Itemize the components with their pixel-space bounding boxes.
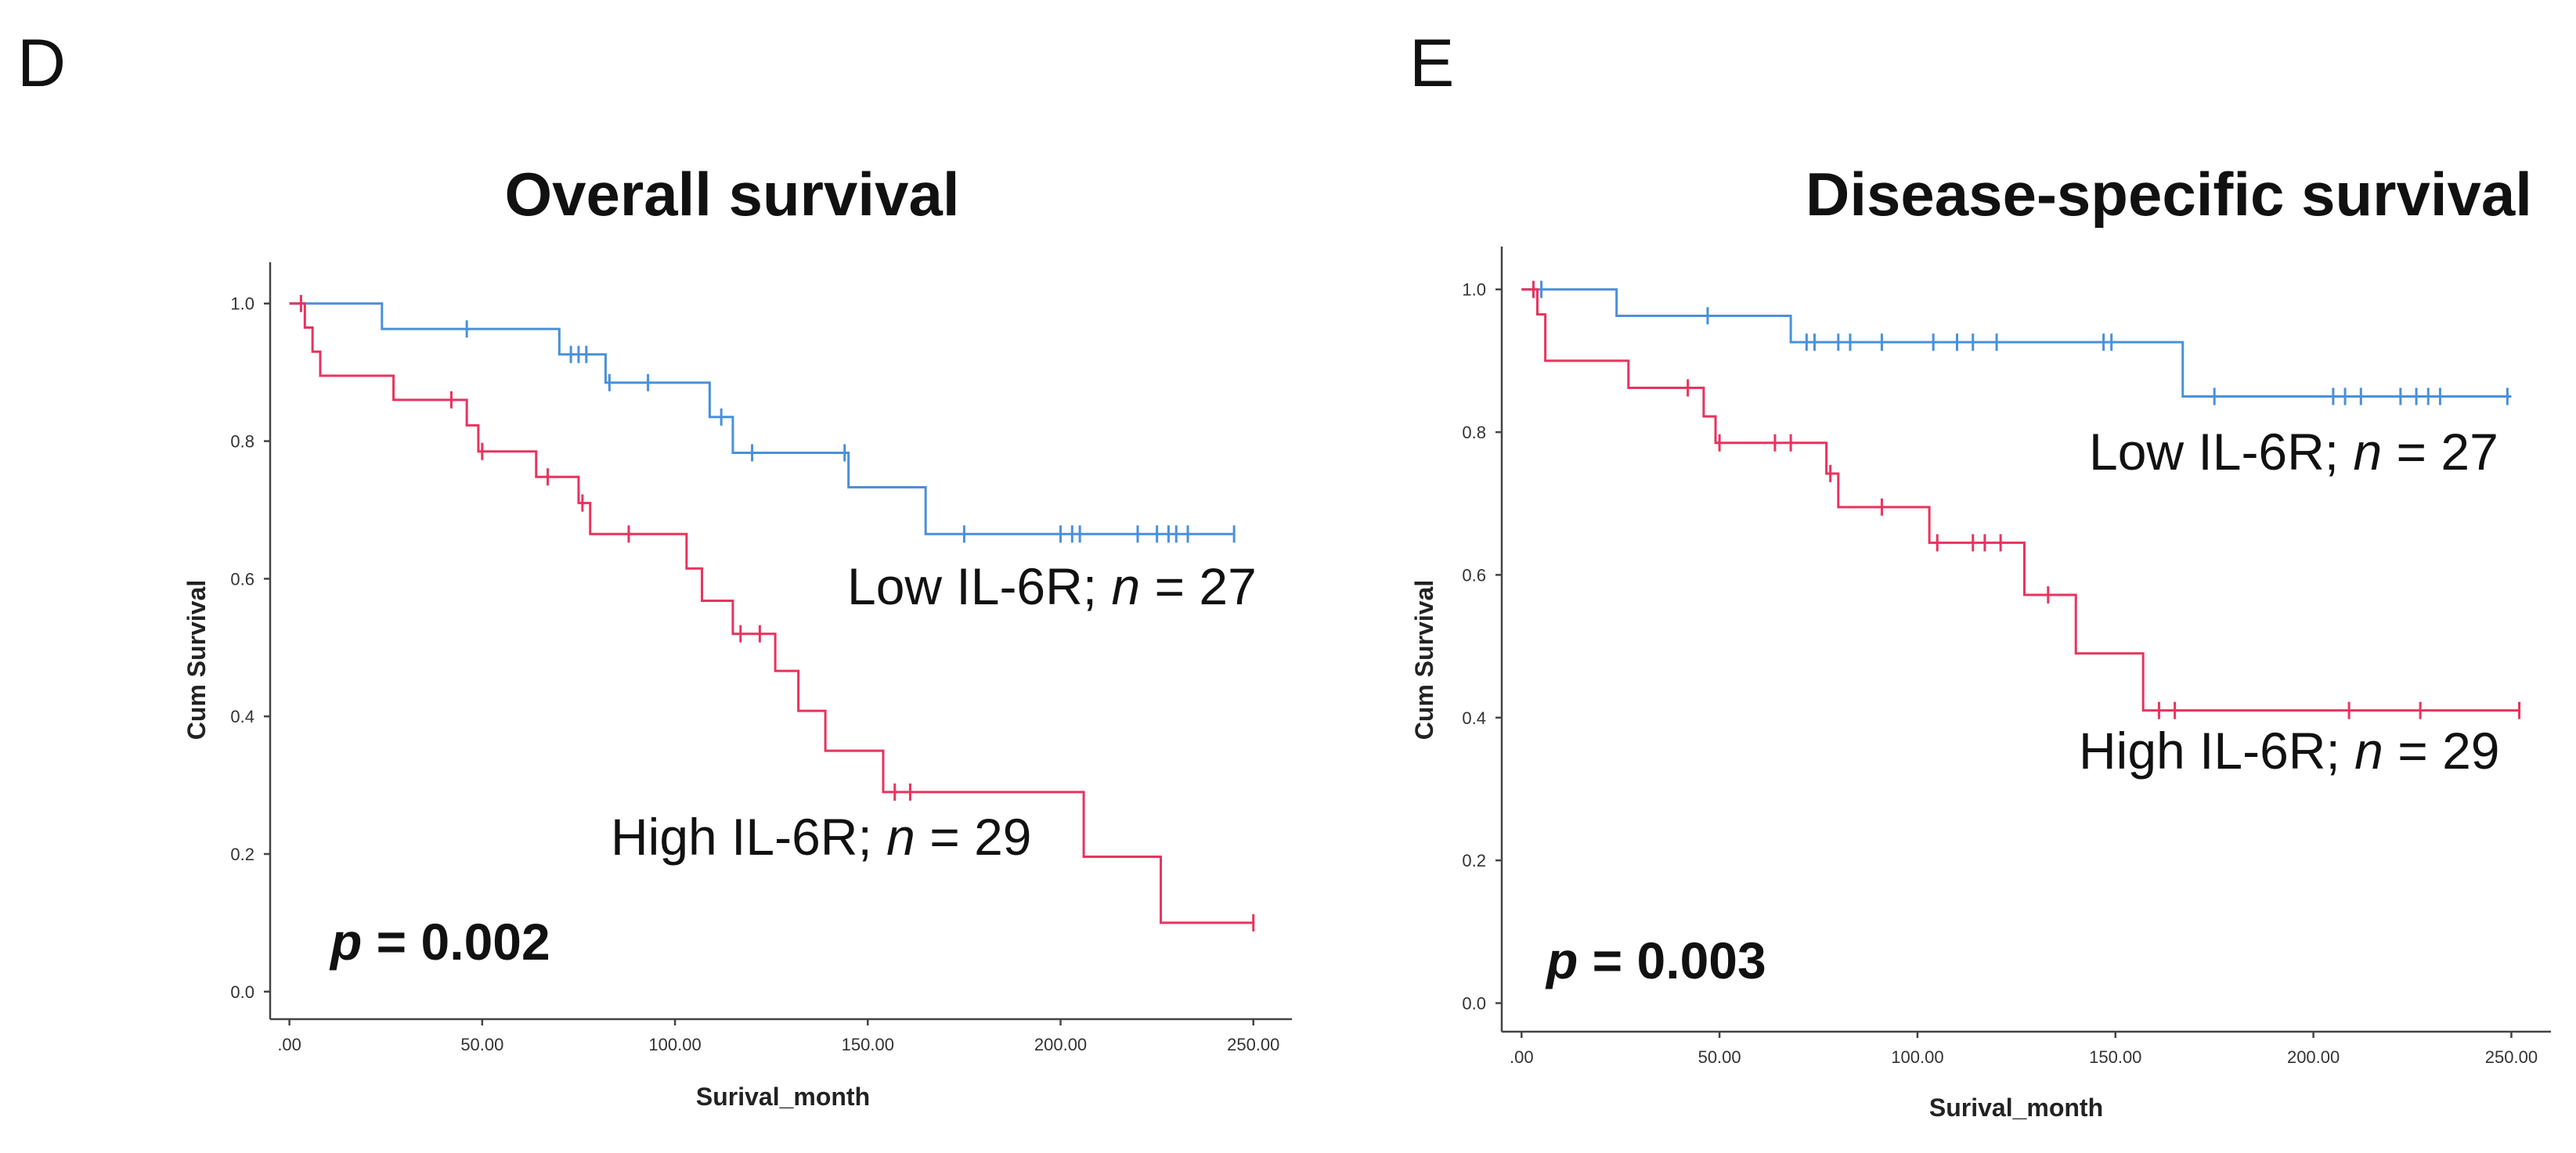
series-label-high-e-prefix: High IL-6R;: [2079, 722, 2354, 780]
series-label-low-e-prefix: Low IL-6R;: [2089, 423, 2353, 481]
x-tick-label-e: 250.00: [2485, 1047, 2538, 1067]
series-label-high-d: High IL-6R; n = 29: [611, 808, 1032, 866]
plot-area-d: .00 50.00 100.00 150.00 200.00 250.00 0.0 0.2 0.…: [230, 262, 1292, 1054]
p-value-d-symbol: p: [329, 913, 362, 971]
series-label-low-d-prefix: Low IL-6R;: [847, 557, 1111, 615]
y-tick-label-e: 1.0: [1462, 280, 1486, 300]
chart-title-disease-specific-survival: Disease-specific survival: [1806, 160, 2532, 229]
km-curve-low-il-6r-d: [289, 302, 1235, 535]
km-curve-high-il-6r-d: [289, 302, 1254, 924]
panel-d-overall-survival: D Overall survival .00 50.00 100.00 150.00 2…: [17, 26, 1292, 1111]
plot-area-e: .00 50.00 100.00 150.00 200.00 250.00 0.0 0.2 0.…: [1462, 247, 2551, 1067]
series-label-high-d-prefix: High IL-6R;: [611, 808, 886, 866]
series-label-high-e-suffix: = 29: [2383, 722, 2500, 780]
p-value-e: p = 0.003: [1545, 931, 1766, 989]
panel-e-disease-specific-survival: E Disease-specific survival .00 50.00 100.…: [1409, 26, 2551, 1122]
y-tick-label-d: 1.0: [230, 294, 254, 314]
y-tick-label-d: 0.6: [230, 569, 254, 589]
series-label-low-e: Low IL-6R; n = 27: [2089, 423, 2498, 481]
y-tick-label-d: 0.8: [230, 432, 254, 452]
km-curve-low-il-6r-e: [1521, 288, 2512, 398]
x-tick-label-d: 250.00: [1227, 1035, 1279, 1054]
panel-letter-d: D: [17, 26, 66, 101]
series-label-low-e-suffix: = 27: [2382, 423, 2498, 481]
y-tick-label-e: 0.4: [1462, 708, 1486, 728]
y-axis-title-d: Cum Survival: [182, 580, 211, 740]
x-tick-label-d: 150.00: [842, 1035, 894, 1054]
x-tick-label-e: 200.00: [2287, 1047, 2340, 1067]
chart-title-overall-survival: Overall survival: [504, 160, 959, 229]
panel-letter-e: E: [1409, 26, 1454, 101]
y-tick-label-d: 0.2: [230, 845, 254, 864]
x-tick-label-d: 50.00: [460, 1035, 503, 1054]
series-label-low-d-n: n: [1111, 557, 1140, 615]
series-label-low-d-suffix: = 27: [1140, 557, 1257, 615]
y-tick-label-e: 0.6: [1462, 565, 1486, 585]
p-value-d: p = 0.002: [329, 913, 550, 971]
y-tick-label-e: 0.0: [1462, 994, 1486, 1014]
x-tick-label-e: 50.00: [1698, 1047, 1741, 1067]
y-tick-label-e: 0.8: [1462, 423, 1486, 442]
y-axis-title-e: Cum Survival: [1410, 580, 1438, 740]
p-value-e-value: = 0.003: [1578, 931, 1766, 989]
x-tick-label-d: 100.00: [648, 1035, 701, 1054]
series-label-high-d-n: n: [886, 808, 915, 866]
x-axis-title-d: Surival_month: [696, 1083, 870, 1111]
p-value-d-value: = 0.002: [362, 913, 550, 971]
series-label-high-d-suffix: = 29: [915, 808, 1032, 866]
series-label-low-e-n: n: [2353, 423, 2382, 481]
p-value-e-symbol: p: [1545, 931, 1578, 989]
series-label-high-e: High IL-6R; n = 29: [2079, 722, 2500, 780]
y-tick-label-d: 0.0: [230, 982, 254, 1002]
x-tick-label-e: 150.00: [2089, 1047, 2141, 1067]
x-tick-label-e: 100.00: [1891, 1047, 1943, 1067]
x-tick-label-d: .00: [277, 1035, 301, 1054]
x-tick-label-d: 200.00: [1034, 1035, 1087, 1054]
km-curve-high-il-6r-e: [1521, 288, 2520, 712]
x-tick-label-e: .00: [1510, 1047, 1534, 1067]
x-axis-title-e: Surival_month: [1929, 1094, 2103, 1122]
series-label-low-d: Low IL-6R; n = 27: [847, 557, 1257, 615]
y-tick-label-d: 0.4: [230, 707, 254, 726]
y-tick-label-e: 0.2: [1462, 851, 1486, 870]
series-label-high-e-n: n: [2354, 722, 2383, 780]
